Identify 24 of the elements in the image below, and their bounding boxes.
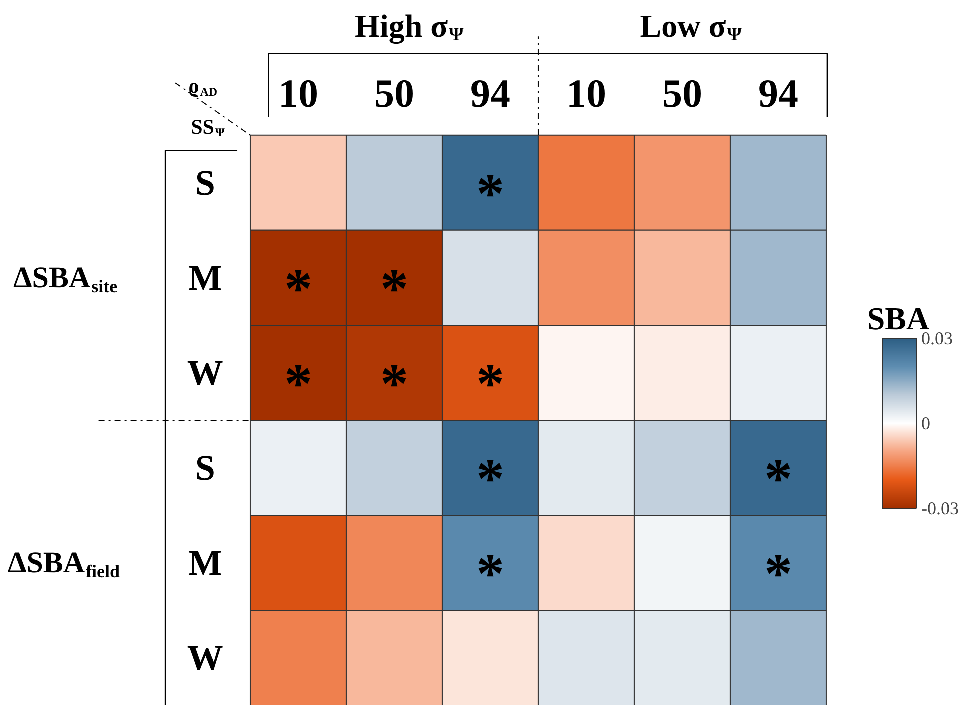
data-label: * bbox=[764, 448, 792, 510]
y-tick-label: W bbox=[187, 638, 224, 678]
x-tick-label: 50 bbox=[662, 71, 702, 116]
data-label: * bbox=[380, 353, 408, 416]
data-label: * bbox=[284, 353, 312, 416]
x-tick-label: 10 bbox=[566, 71, 606, 116]
y-tick-label: M bbox=[188, 258, 222, 298]
color-bar-label: 0 bbox=[922, 414, 930, 434]
data-label: * bbox=[380, 258, 408, 320]
data-label: * bbox=[764, 543, 792, 606]
x-tick-label: 94 bbox=[758, 71, 798, 116]
data-label: * bbox=[284, 258, 312, 320]
data-label: * bbox=[476, 543, 504, 606]
color-bar-label: -0.03 bbox=[922, 498, 959, 518]
y-tick-label: W bbox=[187, 352, 224, 393]
data-label: * bbox=[476, 448, 504, 510]
x-tick-label: 50 bbox=[374, 71, 414, 116]
y-tick-label: S bbox=[195, 162, 216, 203]
y-tick-label: S bbox=[195, 448, 216, 488]
x-tick-label: 10 bbox=[278, 71, 318, 116]
data-label: * bbox=[476, 353, 504, 416]
data-label: * bbox=[476, 163, 504, 226]
y-tick-label: M bbox=[188, 542, 222, 583]
x-tick-label: 94 bbox=[470, 71, 510, 116]
